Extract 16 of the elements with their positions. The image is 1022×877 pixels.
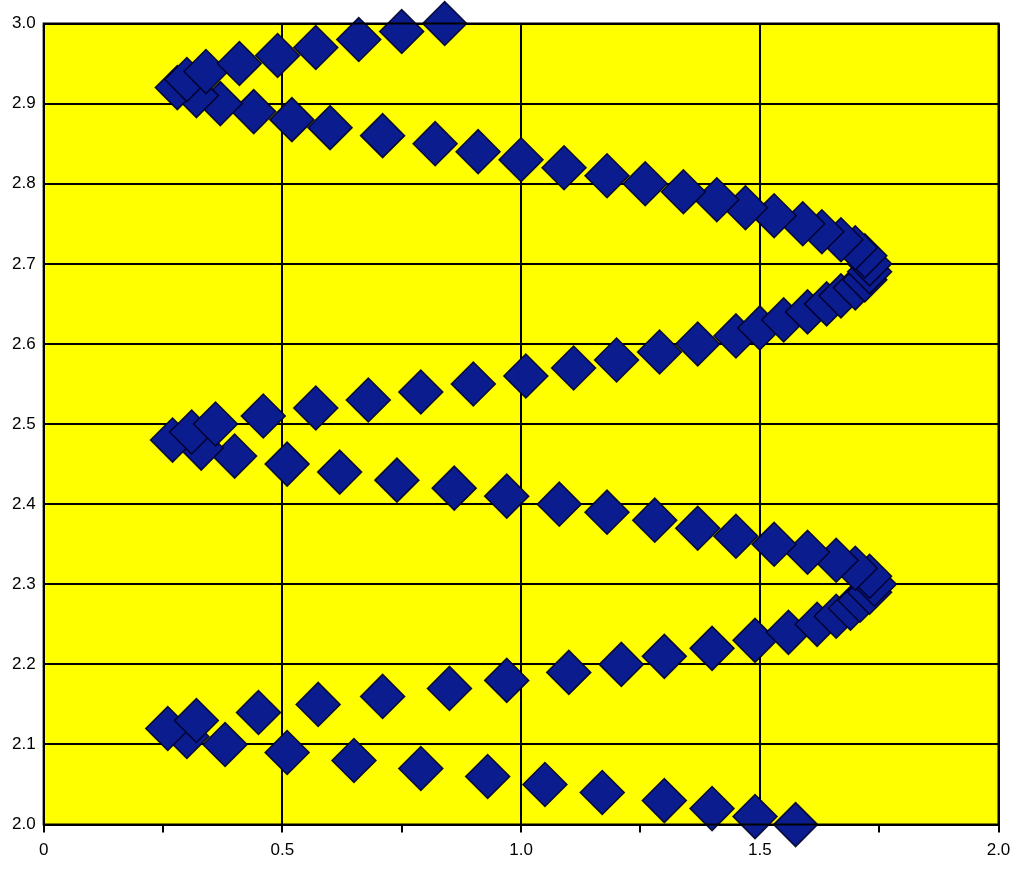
y-tick-label: 2.4 — [11, 493, 36, 513]
x-tick-label: 0 — [38, 840, 49, 860]
y-tick-label: 2.7 — [11, 253, 36, 273]
y-tick-label: 2.2 — [11, 654, 36, 674]
y-tick-label: 2.5 — [11, 413, 36, 433]
x-tick-label: 1.5 — [747, 840, 772, 860]
x-tick-label: 0.5 — [270, 840, 295, 860]
x-tick-label: 1.0 — [509, 840, 533, 860]
y-tick-label: 2.6 — [11, 333, 36, 353]
y-tick-label: 3.0 — [11, 13, 36, 33]
x-tick-label: 2.0 — [986, 840, 1011, 860]
y-tick-label: 2.9 — [11, 93, 36, 113]
y-tick-label: 2.3 — [11, 573, 36, 593]
y-tick-label: 2.0 — [11, 814, 36, 834]
y-tick-label: 2.8 — [11, 173, 36, 193]
y-tick-label: 2.1 — [11, 734, 36, 754]
